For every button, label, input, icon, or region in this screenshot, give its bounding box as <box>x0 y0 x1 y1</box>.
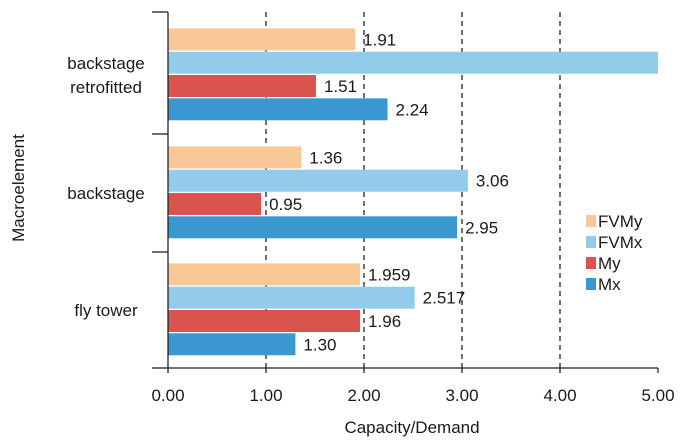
data-labels: 1.91 1.51 2.24 1.36 3.06 0.95 2.95 1.959 2.517 1.… <box>269 30 509 354</box>
bar-fvmy <box>168 263 360 286</box>
category-label: fly tower <box>74 301 138 320</box>
data-label: 2.24 <box>396 100 429 119</box>
y-axis-label: Macroelement <box>9 134 28 242</box>
bar-mx <box>168 216 458 239</box>
bar-fvmy <box>168 28 356 51</box>
bar-mx <box>168 98 388 121</box>
x-tick-label: 4.00 <box>543 386 576 405</box>
data-label: 1.36 <box>309 148 342 167</box>
x-tick-label: 2.00 <box>347 386 380 405</box>
x-tick-label: 3.00 <box>445 386 478 405</box>
x-axis-label: Capacity/Demand <box>344 418 479 437</box>
bar-fvmx <box>168 286 415 309</box>
data-label: 1.91 <box>363 30 396 49</box>
legend-label: My <box>598 254 621 273</box>
category-label: retrofitted <box>70 78 142 97</box>
bar-my <box>168 75 316 97</box>
x-tick-label: 0.00 <box>151 386 184 405</box>
legend-swatch <box>586 236 596 248</box>
data-label: 1.51 <box>324 77 357 96</box>
bar-my <box>168 310 361 332</box>
axes <box>152 11 659 373</box>
tick-labels: 0.00 1.00 2.00 3.00 4.00 5.00 <box>151 386 674 405</box>
bars <box>168 28 658 356</box>
category-label: backstage <box>67 184 145 203</box>
data-label: 0.95 <box>269 195 302 214</box>
bar-my <box>168 193 262 215</box>
legend: FVMy FVMx My Mx <box>586 212 643 294</box>
data-label: 1.959 <box>368 265 411 284</box>
category-label: backstage <box>67 54 145 73</box>
legend-label: FVMx <box>598 233 643 252</box>
data-label: 3.06 <box>476 172 509 191</box>
bar-fvmy <box>168 146 302 169</box>
data-label: 2.517 <box>423 289 466 308</box>
x-tick-label: 1.00 <box>249 386 282 405</box>
bar-mx <box>168 333 296 356</box>
legend-label: FVMy <box>598 212 643 231</box>
bar-fvmx <box>168 51 658 74</box>
data-label: 1.96 <box>368 312 401 331</box>
legend-swatch <box>586 215 596 227</box>
legend-swatch <box>586 278 596 290</box>
data-label: 2.95 <box>465 218 498 237</box>
x-tick-label: 5.00 <box>641 386 674 405</box>
data-label: 1.30 <box>303 335 336 354</box>
category-labels: backstage retrofitted backstage fly tower <box>67 54 145 320</box>
legend-swatch <box>586 257 596 269</box>
legend-label: Mx <box>598 275 621 294</box>
bar-fvmx <box>168 169 468 192</box>
